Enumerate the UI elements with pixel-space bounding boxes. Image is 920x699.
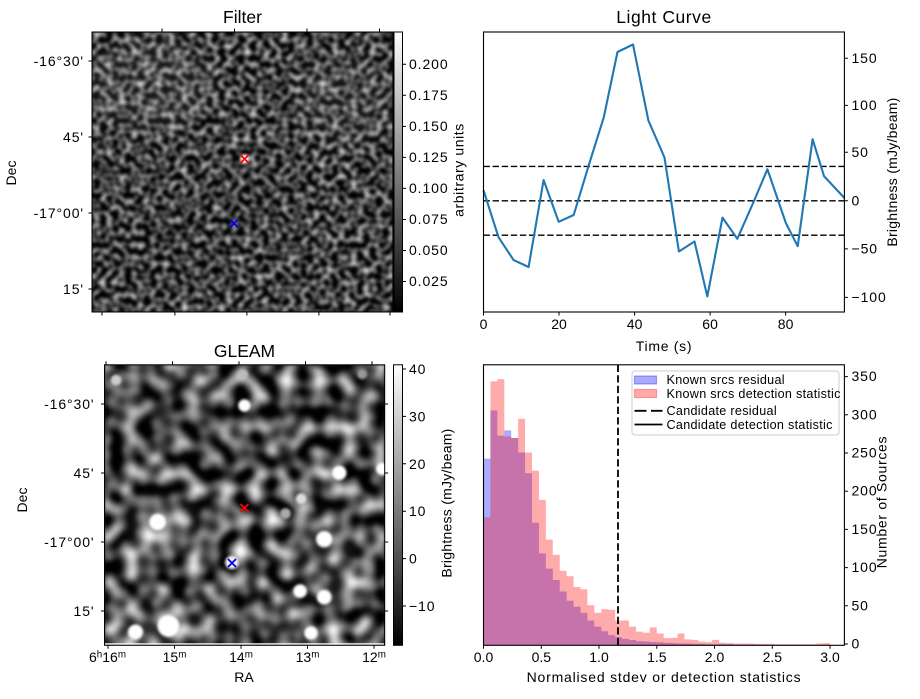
svg-text:12m: 12m: [362, 649, 386, 665]
svg-text:Candidate detection statistic: Candidate detection statistic: [667, 418, 833, 432]
svg-text:−10: −10: [409, 598, 435, 614]
svg-text:0.175: 0.175: [409, 87, 449, 103]
svg-text:0: 0: [852, 636, 861, 652]
svg-text:150: 150: [852, 50, 878, 66]
svg-text:20: 20: [409, 456, 426, 472]
svg-text:250: 250: [852, 445, 878, 461]
svg-text:0: 0: [852, 193, 861, 209]
svg-text:10: 10: [409, 503, 426, 519]
svg-text:15m: 15m: [163, 649, 187, 665]
svg-text:100: 100: [852, 559, 878, 575]
svg-text:3.0: 3.0: [820, 649, 840, 665]
svg-text:-17°00': -17°00': [44, 534, 94, 550]
svg-text:0.050: 0.050: [409, 242, 449, 258]
svg-text:100: 100: [852, 97, 878, 113]
svg-text:Dec: Dec: [14, 488, 30, 513]
svg-text:14m: 14m: [229, 649, 253, 665]
svg-text:45': 45': [74, 465, 95, 481]
svg-text:0.025: 0.025: [409, 273, 449, 289]
svg-text:50: 50: [852, 144, 869, 160]
svg-text:45': 45': [63, 129, 84, 145]
svg-text:Known srcs residual: Known srcs residual: [667, 373, 785, 387]
svg-text:20: 20: [551, 316, 567, 332]
svg-text:arbitrary units: arbitrary units: [451, 123, 467, 217]
svg-text:0.075: 0.075: [409, 211, 449, 227]
svg-text:50: 50: [852, 597, 869, 613]
svg-text:0.0: 0.0: [474, 649, 494, 665]
svg-text:40: 40: [627, 316, 643, 332]
svg-text:150: 150: [852, 521, 878, 537]
svg-text:GLEAM: GLEAM: [214, 341, 275, 361]
svg-text:60: 60: [702, 316, 718, 332]
svg-text:15': 15': [74, 603, 95, 619]
svg-text:300: 300: [852, 406, 878, 422]
svg-text:350: 350: [852, 368, 878, 384]
svg-text:−100: −100: [852, 289, 887, 305]
svg-text:Candidate residual: Candidate residual: [667, 404, 777, 418]
svg-text:40: 40: [409, 361, 426, 377]
svg-text:0.125: 0.125: [409, 149, 449, 165]
svg-text:30: 30: [409, 408, 426, 424]
svg-text:-16°30': -16°30': [44, 396, 94, 412]
svg-text:RA: RA: [234, 669, 254, 685]
svg-text:15': 15': [63, 281, 84, 297]
svg-text:6h16m: 6h16m: [89, 649, 126, 665]
svg-text:2.0: 2.0: [705, 649, 725, 665]
svg-text:Known srcs detection statistic: Known srcs detection statistic: [667, 387, 841, 401]
svg-text:0: 0: [480, 316, 488, 332]
svg-text:Brightness (mJy/beam): Brightness (mJy/beam): [439, 428, 455, 577]
svg-text:Number of Sources: Number of Sources: [874, 436, 890, 569]
svg-text:-17°00': -17°00': [34, 205, 84, 221]
svg-text:2.5: 2.5: [763, 649, 783, 665]
svg-text:0.100: 0.100: [409, 180, 449, 196]
svg-text:-16°30': -16°30': [34, 53, 84, 69]
svg-text:Dec: Dec: [3, 161, 19, 186]
svg-text:0.5: 0.5: [532, 649, 552, 665]
svg-text:Time (s): Time (s): [636, 338, 692, 354]
svg-text:200: 200: [852, 483, 878, 499]
svg-text:1.0: 1.0: [589, 649, 609, 665]
svg-text:Normalised stdev or detection: Normalised stdev or detection statistics: [527, 669, 802, 685]
svg-text:Filter: Filter: [223, 7, 262, 27]
svg-text:−50: −50: [852, 241, 878, 257]
svg-text:80: 80: [778, 316, 794, 332]
svg-text:Light Curve: Light Curve: [616, 7, 712, 27]
svg-text:13m: 13m: [296, 649, 320, 665]
svg-text:0.150: 0.150: [409, 118, 449, 134]
svg-text:0: 0: [409, 551, 418, 567]
svg-text:0.200: 0.200: [409, 56, 449, 72]
svg-text:Brightness (mJy/beam): Brightness (mJy/beam): [884, 97, 900, 246]
svg-text:1.5: 1.5: [647, 649, 667, 665]
